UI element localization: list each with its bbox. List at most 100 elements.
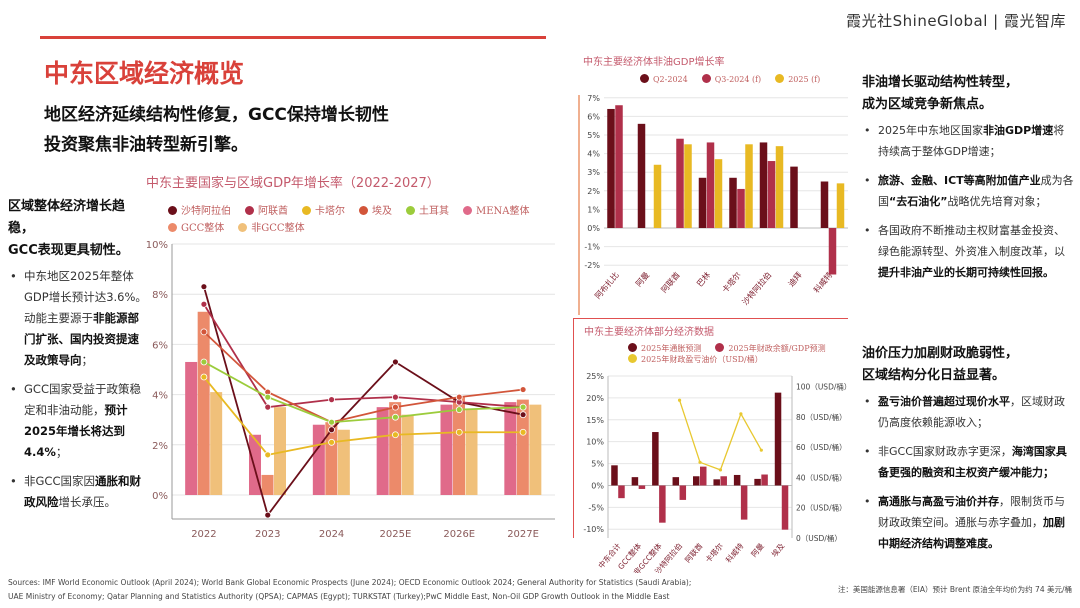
bar-2025 (f) (775, 146, 784, 228)
legend-item: 埃及 (359, 202, 392, 217)
bar-MENA整体 (185, 361, 198, 495)
line-埃及 (203, 331, 524, 424)
y-tick-label: 7% (587, 94, 600, 103)
y-tick-label: 4% (152, 391, 168, 402)
left-panel-heading: 区域整体经济增长趋稳， GCC表现更具韧性。 (8, 199, 129, 258)
bullet-text: ； (81, 353, 94, 367)
bullet-text: 通胀和财政风险 (24, 474, 141, 509)
y-tick-label: 6% (587, 112, 600, 121)
x-tick-label: 巴林 (694, 270, 712, 289)
bullet-text: ，限制货币与财政政策空间。通胀与赤字叠加， (878, 495, 1065, 529)
bar-非GCC整体 (337, 429, 350, 495)
y-tick-label: 1% (587, 205, 600, 214)
x-tick-label: 阿曼 (634, 271, 651, 289)
y-tick-label: -2% (584, 261, 600, 270)
bullet-item: 2025年中东地区国家非油GDP增速将持续高于整体GDP增速； (862, 120, 1074, 162)
bar-GCC整体 (197, 311, 210, 495)
legend-swatch (245, 206, 254, 215)
right-text-panel-2: 油价压力加剧财政脆弱性，区域结构分化日益显著。 盈亏油价普遍超过现价水平，区域财… (862, 343, 1074, 562)
y-tick-label: 2% (152, 441, 168, 452)
y-tick-label: 10% (146, 240, 168, 251)
x-tick-label: 卡塔尔 (703, 540, 725, 564)
bar-2025 (f) (745, 144, 753, 228)
bar-2025年通胀预测 (652, 432, 659, 486)
bar-2025年财政余额/GDP预测 (740, 485, 748, 520)
legend-label: 2025年通胀预测 (641, 344, 702, 353)
legend-label: 阿联酋 (258, 206, 288, 217)
bar-GCC整体 (389, 402, 402, 495)
bullet-text: ； (55, 445, 68, 459)
bullet-text: 海湾国家具备更强的融资和主权资产缓冲能力； (878, 445, 1067, 479)
point-卡塔尔 (519, 428, 527, 436)
y-tick-label: 0% (587, 224, 600, 233)
point-阿联酋 (264, 403, 272, 411)
gdp-chart-legend: 沙特阿拉伯 阿联酋 卡塔尔 埃及 土耳其 MENA整体 GCC整体 非GCC整体 (168, 202, 568, 234)
bullet-text: 增长承压。 (58, 495, 117, 509)
point-沙特阿拉伯 (519, 411, 527, 419)
legend-swatch (701, 74, 711, 83)
right-panel-1-bullets: 2025年中东地区国家非油GDP增速将持续高于整体GDP增速； 旅游、金融、ICT… (862, 120, 1074, 283)
bar-Q2-2024 (759, 142, 768, 228)
sources-line-2: UAE Ministry of Economy; Qatar Planning … (8, 592, 670, 601)
page-title: 中东区域经济概览 (44, 59, 245, 88)
bullet-text: 旅游、金融、ICT等高附加值产业 (878, 174, 1041, 187)
right-panel-2-heading: 油价压力加剧财政脆弱性， 区域结构分化日益显著。 (862, 346, 1019, 383)
legend-swatch (640, 74, 649, 83)
bar-MENA整体 (312, 424, 325, 495)
bar-Q2-2024 (607, 108, 615, 228)
point-埃及 (200, 328, 208, 336)
bullet-text: 成为各国 (878, 174, 1074, 208)
fiscal-data-chart: -10% -5% 0% 5% 10% 15% 20% 25% 0（USD/桶） 20（USD/桶）… (583, 372, 851, 573)
y-tick-label: 15% (586, 416, 604, 425)
legend-item: 阿联酋 (245, 202, 288, 217)
bullet-text: 提升非油产业的长期可持续性回报。 (878, 266, 1054, 279)
point-埃及 (455, 393, 463, 401)
point-沙特阿拉伯 (328, 426, 335, 434)
legend-swatch (406, 206, 415, 215)
x-tick-label: 阿曼 (749, 541, 766, 559)
point-土耳其 (519, 403, 527, 411)
legend-swatch (628, 343, 637, 352)
bar-2025年财政余额/GDP预测 (720, 476, 727, 486)
bullet-text: 非油GDP增速 (983, 124, 1054, 137)
bullet-item: 各国政府不断推动主权财富基金投资、绿色能源转型、外资准入制度改革，以提升非油产业… (862, 220, 1074, 283)
bullet-item: 旅游、金融、ICT等高附加值产业成为各国“去石油化”战略优先培育对象； (862, 170, 1074, 212)
bullet-text: ，区域财政仍高度依赖能源收入； (878, 395, 1065, 429)
point-阿联酋 (200, 300, 208, 308)
legend-label: 埃及 (372, 206, 392, 217)
x-tick-label: 阿联酋 (682, 540, 704, 564)
bullet-item: 非GCC国家财政赤字更深，海湾国家具备更强的融资和主权资产缓冲能力； (862, 441, 1074, 483)
bar-2025年财政余额/GDP预测 (659, 485, 666, 523)
gdp-chart-title: 中东主要国家与区域GDP年增长率（2022-2027） (146, 176, 440, 191)
bar-2025年通胀预测 (693, 476, 700, 486)
y-tick-label: 5% (591, 460, 604, 469)
title-accent-bar (40, 36, 546, 39)
legend-swatch (359, 206, 368, 215)
legend-swatch (463, 206, 472, 215)
bullet-text: 高通胀与高盈亏油价并存 (878, 495, 999, 508)
chart3-border-left (573, 318, 574, 538)
chart3-border-top (573, 318, 848, 319)
bar-2025年通胀预测 (631, 477, 639, 486)
y-tick-label: 0% (152, 491, 168, 502)
bullet-item: GCC国家受益于政策稳定和非油动能，预计2025年增长将达到4.4%； (8, 379, 150, 463)
legend-swatch (302, 206, 311, 215)
legend-swatch (238, 223, 248, 232)
bullet-text: 非GCC国家财政赤字更深， (878, 445, 1012, 458)
bar-Q2-2024 (790, 166, 798, 228)
y2-tick-label: 80（USD/桶） (796, 412, 847, 422)
line-oil-breakeven (678, 400, 762, 471)
line-沙特阿拉伯 (203, 286, 524, 518)
y-tick-label: 5% (587, 131, 600, 140)
bullet-text: 盈亏油价普遍超过现价水平 (878, 395, 1010, 408)
bullet-text: 加剧中期经济结构调整难度。 (878, 516, 1065, 550)
bullet-text: 2025年中东地区国家 (878, 124, 983, 137)
bar-Q2-2024 (698, 177, 707, 228)
legend-label: 非GCC整体 (251, 223, 305, 234)
bar-Q2-2024 (637, 123, 646, 228)
bar-2025年通胀预测 (774, 392, 782, 486)
bar-2025年通胀预测 (754, 478, 761, 486)
bar-2025 (f) (836, 183, 845, 228)
x-tick-label: 埃及 (769, 540, 787, 558)
bullet-item: 中东地区2025年整体GDP增长预计达3.6%。动能主要源于非能源部门扩张、国内… (8, 266, 150, 371)
